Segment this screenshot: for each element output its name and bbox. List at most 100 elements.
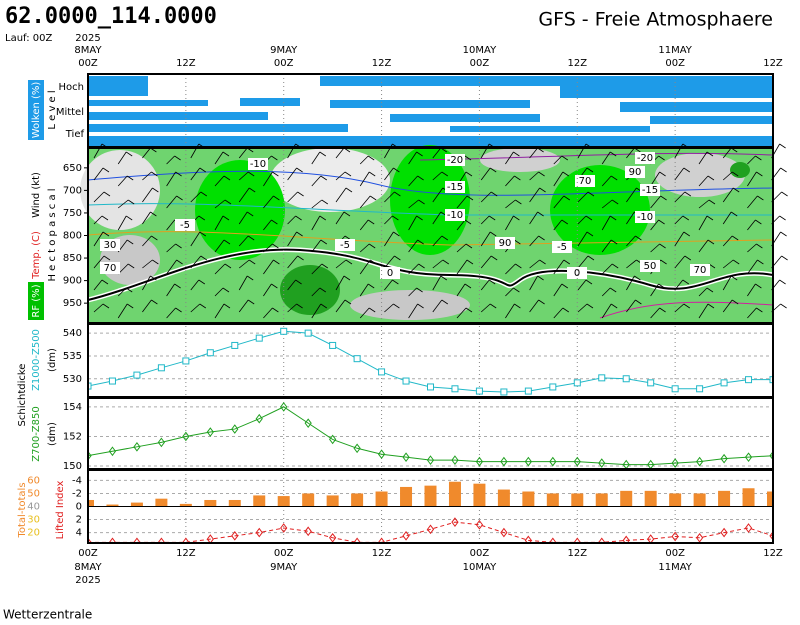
- wet-area: [280, 265, 340, 315]
- wind-barb: [408, 151, 423, 165]
- marker: [451, 455, 459, 465]
- wind-barb: [311, 215, 327, 231]
- bar: [644, 490, 657, 507]
- y-tick-label: 540: [63, 328, 82, 339]
- wind-barb: [674, 191, 692, 203]
- bar: [595, 493, 608, 507]
- label-bg: [248, 158, 268, 170]
- series-line: [88, 330, 773, 393]
- location: 62.0000_114.0000: [5, 4, 217, 29]
- wind-barb: [505, 303, 521, 319]
- bar: [620, 490, 633, 507]
- wind-barb: [722, 235, 739, 247]
- label-bg: [175, 219, 195, 231]
- wind-barb: [601, 215, 617, 231]
- series-line: [88, 521, 773, 543]
- level-label: L e v e l: [47, 90, 58, 129]
- group-label: Schichtdicke: [17, 364, 28, 427]
- wind-barb: [335, 171, 352, 181]
- x-tick-label: 00Z: [78, 58, 98, 69]
- wind-barb: [408, 199, 425, 209]
- wind-barb: [335, 259, 353, 269]
- wind-barb: [601, 263, 619, 275]
- bar: [448, 481, 461, 507]
- marker: [157, 537, 166, 543]
- wind-barb: [553, 219, 569, 231]
- cloud: [240, 98, 300, 106]
- wind-barb: [674, 215, 690, 225]
- marker: [622, 375, 630, 383]
- moist-area: [550, 165, 650, 255]
- contour-label: 70: [694, 265, 707, 276]
- wind-barb: [287, 303, 303, 313]
- wind-barb: [117, 215, 133, 231]
- wind-barb: [408, 239, 424, 253]
- marker: [329, 434, 337, 445]
- bar: [277, 496, 290, 507]
- series-line: [88, 406, 773, 466]
- level: Hoch: [59, 82, 84, 93]
- marker: [255, 527, 263, 538]
- wind-barb: [408, 303, 424, 319]
- x-tick-label: 00Z: [470, 58, 490, 69]
- contour-label: -10: [250, 159, 266, 170]
- wind-barb: [142, 235, 158, 247]
- contour-label: 50: [644, 261, 657, 272]
- wind-barb: [190, 231, 207, 247]
- wind-barb: [601, 239, 618, 253]
- bar: [742, 488, 755, 507]
- y-unit: (dm): [47, 348, 58, 372]
- wind-barb: [117, 287, 133, 297]
- wind-barb: [698, 303, 715, 319]
- wind-barb: [432, 171, 449, 181]
- marker: [720, 527, 728, 538]
- marker: [353, 537, 361, 543]
- marker: [622, 535, 630, 543]
- label-bg: [625, 166, 645, 178]
- wind-barb: [263, 243, 279, 253]
- cloud-panel: [88, 74, 773, 147]
- wind-barb: [480, 215, 496, 225]
- bar: [693, 493, 706, 507]
- wind-barb: [480, 303, 497, 313]
- marker: [329, 341, 337, 349]
- wind-barb: [238, 275, 254, 291]
- wind-barb: [335, 211, 351, 225]
- wind-barb: [238, 187, 256, 203]
- y-tick-label: 50: [27, 488, 40, 499]
- label-bg: [567, 267, 587, 279]
- wind-barb: [601, 199, 619, 209]
- bar: [326, 495, 339, 507]
- wind-barb: [722, 171, 739, 181]
- wind-barb: [650, 307, 666, 319]
- wind-barb: [359, 283, 375, 297]
- wind-barb: [335, 299, 352, 313]
- contour-label: -10: [447, 210, 463, 221]
- y-tick-label: 154: [63, 402, 82, 413]
- label-bg: [380, 267, 400, 279]
- wind-barb: [456, 219, 472, 231]
- wind-barb: [214, 303, 231, 319]
- date-label: 9MAY: [270, 562, 298, 573]
- cloud: [390, 114, 540, 122]
- cloud: [650, 116, 773, 124]
- wind-barb: [384, 303, 400, 313]
- contour-label: 90: [629, 167, 642, 178]
- marker: [108, 377, 116, 385]
- wind-barb: [722, 187, 740, 203]
- wind-barb: [166, 195, 183, 209]
- wind-barb: [674, 303, 691, 313]
- marker: [671, 458, 679, 468]
- wind-barb: [214, 239, 231, 253]
- marker: [573, 456, 581, 467]
- bar: [767, 491, 773, 507]
- wind-barb: [166, 307, 182, 319]
- panel-frame: [87, 469, 774, 544]
- y-tick-label: 950: [63, 298, 82, 309]
- marker: [769, 450, 773, 461]
- marker: [182, 357, 190, 365]
- wind-barb: [311, 263, 329, 275]
- wind-barb: [190, 279, 206, 291]
- wind-barb: [142, 299, 158, 313]
